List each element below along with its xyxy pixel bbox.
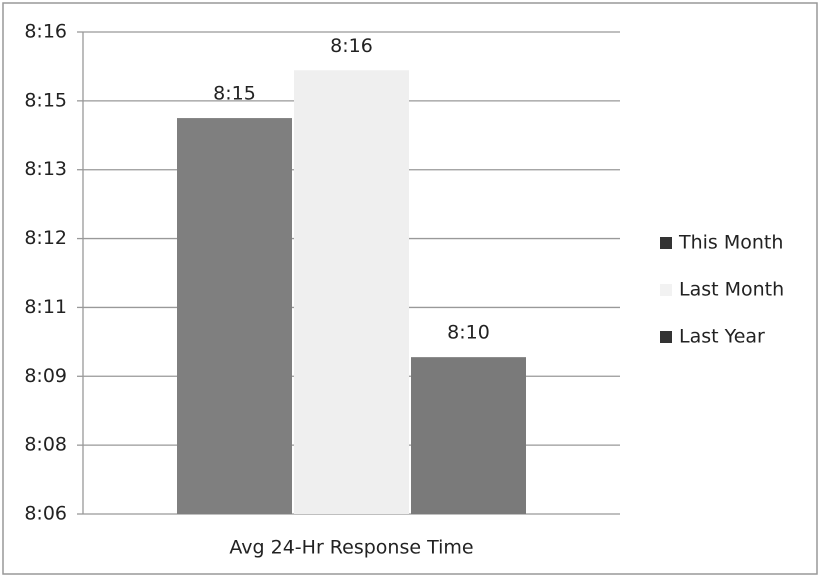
data-label: 8:15 — [213, 83, 256, 105]
y-tick-label: 8:08 — [24, 434, 67, 456]
data-label: 8:10 — [447, 322, 490, 344]
legend-marker — [660, 237, 672, 249]
legend-marker — [660, 331, 672, 343]
y-tick-label: 8:09 — [24, 365, 67, 387]
data-label: 8:16 — [330, 35, 373, 57]
bar — [294, 70, 409, 514]
bar — [177, 118, 292, 515]
y-tick-label: 8:06 — [24, 503, 67, 525]
y-tick-label: 8:13 — [24, 158, 67, 180]
y-tick-label: 8:12 — [24, 227, 67, 249]
legend-label: Last Month — [679, 279, 784, 301]
y-tick-label: 8:16 — [24, 21, 67, 43]
legend-label: Last Year — [679, 326, 765, 348]
bar — [411, 357, 526, 514]
legend-label: This Month — [678, 232, 783, 254]
x-tick-label: Avg 24-Hr Response Time — [229, 537, 473, 559]
y-tick-label: 8:15 — [24, 89, 67, 111]
y-tick-label: 8:11 — [24, 296, 67, 318]
legend-marker — [660, 284, 672, 296]
